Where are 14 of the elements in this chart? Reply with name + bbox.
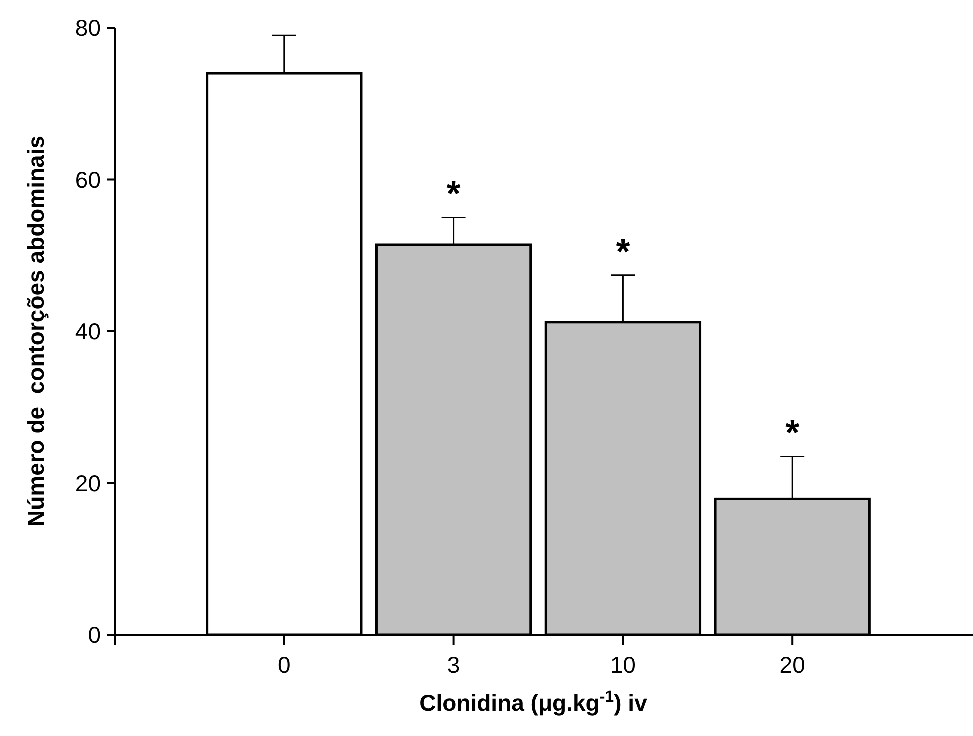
- annotation: *: [446, 173, 461, 214]
- annotation: *: [616, 230, 630, 272]
- y-axis-title: Número de contorções abdominais: [23, 136, 49, 528]
- y-tick-label: 80: [75, 15, 101, 42]
- x-tick-label: 3: [447, 652, 460, 678]
- y-tick-label: 60: [75, 166, 101, 193]
- y-tick-label: 0: [88, 622, 101, 648]
- x-tick-label: 20: [780, 652, 806, 678]
- x-tick-label: 10: [610, 652, 636, 678]
- y-tick-label: 40: [75, 318, 101, 345]
- x-tick-label: 0: [278, 652, 291, 678]
- y-tick-label: 20: [75, 470, 101, 496]
- x-axis-title: Clonidina (μg.kg$^{-1}$) iv: [420, 688, 648, 716]
- annotation: *: [786, 412, 800, 454]
